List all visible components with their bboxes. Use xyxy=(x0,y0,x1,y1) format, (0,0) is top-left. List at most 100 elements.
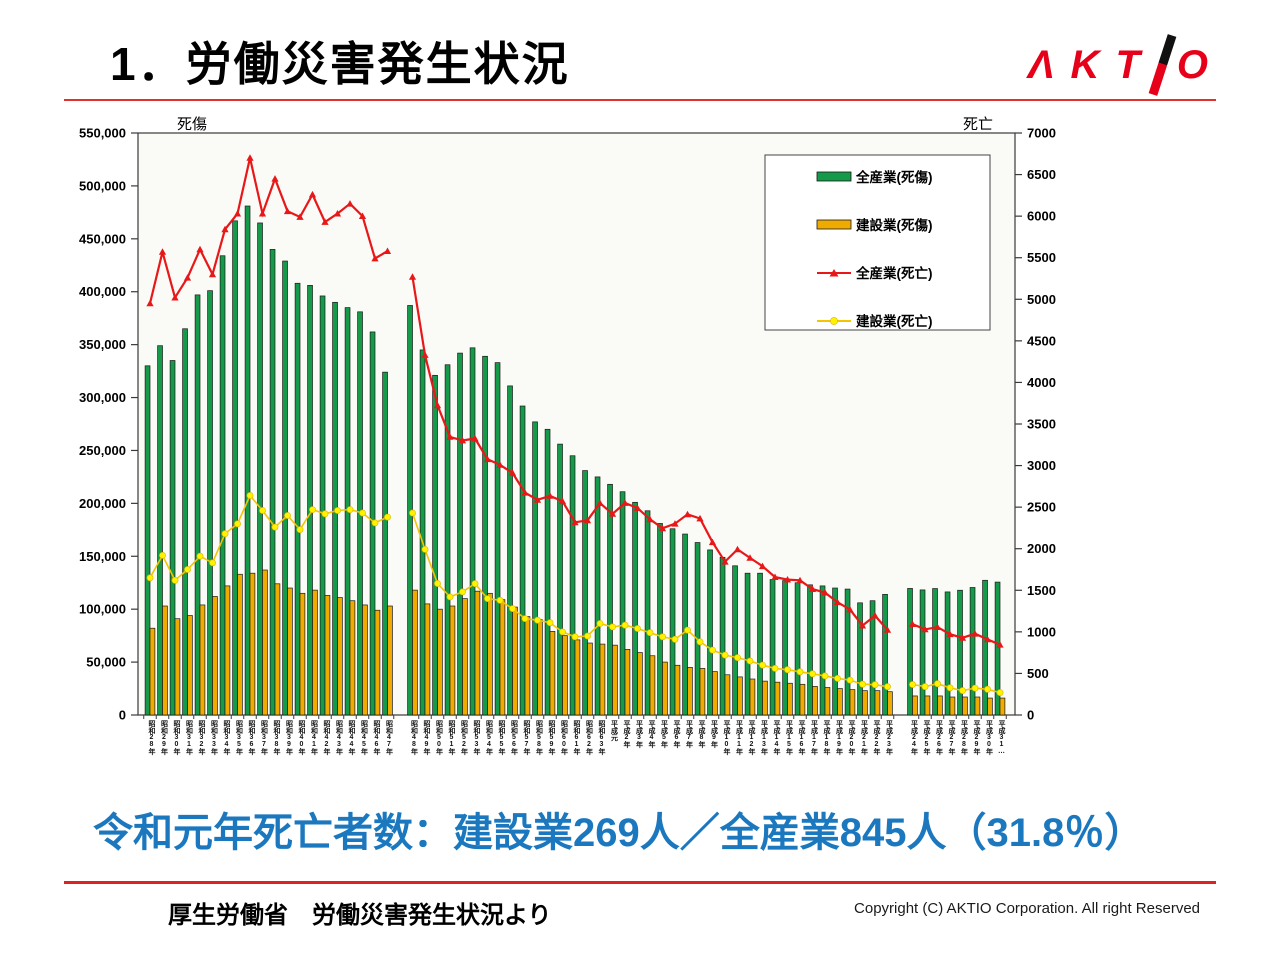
x-axis-label: 平成7年 xyxy=(685,720,693,748)
right-axis-title: 死亡 xyxy=(963,116,994,133)
x-axis-label: 昭和33年 xyxy=(210,720,218,755)
svg-text:500: 500 xyxy=(1027,666,1049,681)
svg-text:250,000: 250,000 xyxy=(79,443,126,458)
svg-text:0: 0 xyxy=(119,708,126,723)
x-axis-label: 昭和43年 xyxy=(335,720,343,755)
x-axis-label: 平成21年 xyxy=(860,720,868,755)
x-axis-label: 昭和41年 xyxy=(310,720,318,755)
x-axis-label: 昭和54年 xyxy=(485,720,493,755)
x-axis-label: 昭和45年 xyxy=(360,720,368,755)
svg-text:建設業(死亡): 建設業(死亡) xyxy=(855,313,933,329)
x-axis-label: 平成15年 xyxy=(785,720,793,755)
footer-copyright: Copyright (C) AKTIO Corporation. All rig… xyxy=(854,900,1200,917)
x-axis-label: 平成31… xyxy=(998,720,1005,755)
svg-text:450,000: 450,000 xyxy=(79,231,126,246)
svg-text:300,000: 300,000 xyxy=(79,390,126,405)
x-axis-label: 平成24年 xyxy=(910,720,918,755)
left-axis: 550,000 500,000 450,000 400,000 350,000 300,0… xyxy=(79,126,138,723)
x-axis-label: 昭和46年 xyxy=(373,720,380,755)
svg-text:200,000: 200,000 xyxy=(79,496,126,511)
left-axis-title: 死傷 xyxy=(177,116,208,133)
x-axis-label: 平成29年 xyxy=(973,720,980,755)
x-axis-label: 昭和61年 xyxy=(573,720,580,755)
x-axis-label: 平成8年 xyxy=(698,720,705,748)
logo-letters-akt: ΛKT xyxy=(1027,43,1156,87)
svg-text:7000: 7000 xyxy=(1027,126,1056,141)
line-all-industries-deaths xyxy=(146,154,1004,648)
svg-text:4000: 4000 xyxy=(1027,375,1056,390)
x-axis-label: 昭和39年 xyxy=(285,720,293,755)
chart-legend: 全産業(死傷) 建設業(死傷) 全産業(死亡) 建設業(死亡) xyxy=(764,154,991,331)
x-axis-label: 昭和50年 xyxy=(435,720,443,755)
x-axis-label: 平成6年 xyxy=(673,720,680,748)
x-axis-label: 昭和49年 xyxy=(423,720,430,755)
x-axis-label: 平成19年 xyxy=(835,720,843,755)
x-axis-label: 平成22年 xyxy=(873,720,880,755)
x-axis-label: 昭和51年 xyxy=(448,720,455,755)
x-axis-label: 昭和40年 xyxy=(298,720,305,755)
x-axis-label: 昭和42年 xyxy=(323,720,330,755)
x-axis-labels: 昭和28年 昭和29年 昭和30年 昭和31年 昭和32年 昭和33年 昭和34年 昭和35年… xyxy=(65,110,1070,810)
x-axis-label: 平成17年 xyxy=(810,720,818,755)
footer-rule xyxy=(64,881,1216,884)
x-axis-label: 平成10年 xyxy=(723,720,730,755)
right-axis: 7000650060005500500045004000350030002500… xyxy=(1015,126,1056,723)
x-axis-label: 昭和34年 xyxy=(223,720,230,755)
svg-text:350,000: 350,000 xyxy=(79,337,126,352)
svg-text:6500: 6500 xyxy=(1027,167,1056,182)
x-axis-label: 昭和57年 xyxy=(523,720,530,755)
x-axis-label: 昭和28年 xyxy=(148,720,155,755)
line-construction-deaths xyxy=(146,492,1004,696)
title-rule xyxy=(64,99,1216,101)
logo-letter-o: O xyxy=(1176,43,1208,87)
x-axis-label: 昭和47年 xyxy=(385,720,393,755)
x-axis-label: 平成12年 xyxy=(748,720,755,755)
svg-text:1000: 1000 xyxy=(1027,624,1056,639)
x-axis-label: 昭和63年 xyxy=(598,720,605,755)
x-axis-label: 平成2年 xyxy=(623,720,630,748)
x-axis-label: 平成9年 xyxy=(710,720,718,748)
footer-source: 厚生労働省 労働災害発生状況より xyxy=(168,902,552,929)
svg-text:550,000: 550,000 xyxy=(79,126,126,141)
x-axis-label: 昭和37年 xyxy=(260,720,268,755)
svg-text:50,000: 50,000 xyxy=(86,655,126,670)
x-axis-label: 昭和55年 xyxy=(498,720,505,755)
x-axis-label: 昭和58年 xyxy=(535,720,543,755)
headline-text: 令和元年死亡者数：建設業269人／全産業845人（31.8％） xyxy=(93,811,1145,855)
x-axis-label: 平成11年 xyxy=(735,720,743,755)
x-axis-label: 昭和52年 xyxy=(460,720,468,755)
x-axis-label: 平成26年 xyxy=(935,720,943,755)
x-axis-label: 平成4年 xyxy=(648,720,655,748)
svg-text:6000: 6000 xyxy=(1027,209,1056,224)
x-axis-label: 昭和38年 xyxy=(273,720,280,755)
page-title: 1．労働災害発生状況 xyxy=(110,38,570,90)
chart-canvas: 550,000 500,000 450,000 400,000 350,000 300,0… xyxy=(79,126,1056,723)
accidents-chart: 550,000 500,000 450,000 400,000 350,000 300,0… xyxy=(65,110,1070,810)
x-axis-label: 平成14年 xyxy=(773,720,780,755)
x-axis-label: 昭和44年 xyxy=(348,720,355,755)
x-axis-label: 平成18年 xyxy=(823,720,830,755)
svg-text:2500: 2500 xyxy=(1027,500,1056,515)
x-axis-ticks xyxy=(143,715,1007,719)
x-axis-label: 平成16年 xyxy=(798,720,805,755)
svg-text:1500: 1500 xyxy=(1027,583,1056,598)
x-axis-label: 昭和56年 xyxy=(510,720,518,755)
svg-text:建設業(死傷): 建設業(死傷) xyxy=(855,217,933,233)
svg-text:4500: 4500 xyxy=(1027,333,1056,348)
svg-text:400,000: 400,000 xyxy=(79,284,126,299)
svg-text:3000: 3000 xyxy=(1027,458,1056,473)
svg-text:3500: 3500 xyxy=(1027,417,1056,432)
x-axis-label: 平成23年 xyxy=(885,720,893,755)
x-axis-label: 昭和35年 xyxy=(235,720,243,755)
x-axis-label: 昭和30年 xyxy=(173,720,180,755)
x-axis-label: 昭和59年 xyxy=(548,720,555,755)
x-axis-label: 昭和31年 xyxy=(185,720,193,755)
x-axis-label: 平成30年 xyxy=(985,720,993,755)
x-axis-label: 平成25年 xyxy=(923,720,930,755)
svg-text:100,000: 100,000 xyxy=(79,602,126,617)
x-axis-label: 昭和53年 xyxy=(473,720,480,755)
aktio-logo: ΛKT O xyxy=(998,34,1208,96)
x-axis-label: 昭和62年 xyxy=(585,720,593,755)
x-axis-label: 昭和32年 xyxy=(198,720,205,755)
